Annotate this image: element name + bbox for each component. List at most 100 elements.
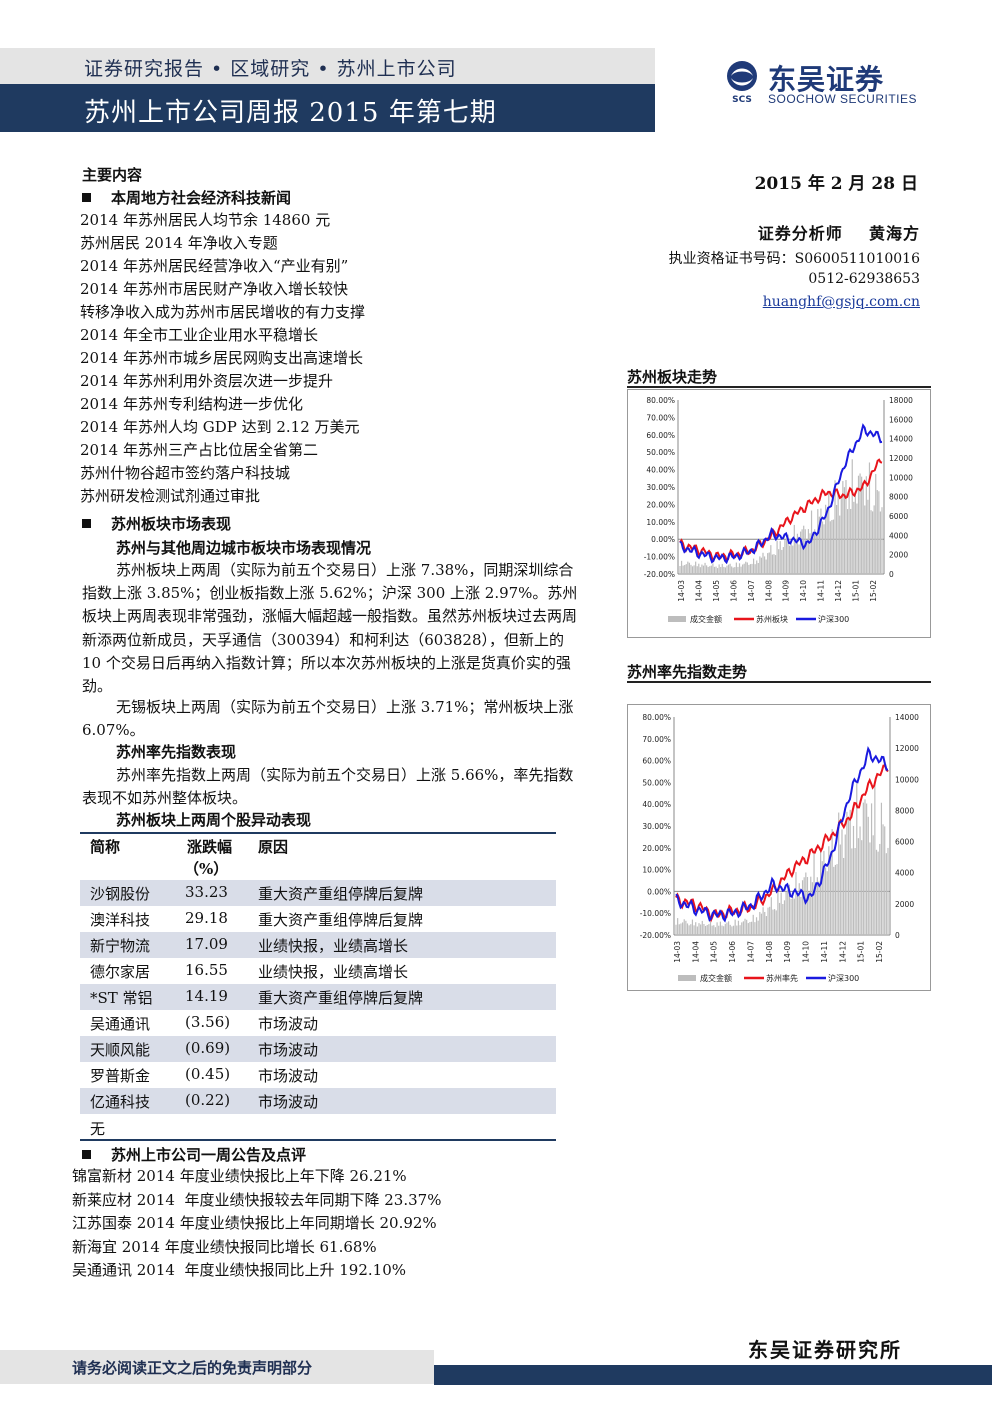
table-row: 沙钢股份 33.23 重大资产重组停牌后复牌: [80, 880, 556, 906]
announcement-list: 锦富新材 2014 年度业绩快报比上年下降 26.21% 新莱应材 2014 年度…: [72, 1165, 441, 1283]
y-left-tick-label: 60.00%: [642, 757, 671, 766]
news-item: 苏州研发检测试剂通过审批: [80, 487, 261, 505]
news-item: 2014 年苏州居民人均节余 14860 元: [80, 211, 331, 229]
footer-disclaimer[interactable]: 请务必阅读正文之后的免责声明部分: [72, 1359, 313, 1377]
stock-reason: 重大资产重组停牌后复牌: [258, 885, 424, 903]
x-tick-label: 14-04: [691, 941, 700, 963]
y-left-tick-label: 10.00%: [642, 866, 671, 875]
y-left-tick-label: 80.00%: [642, 713, 671, 722]
analyst-license: 执业资格证书号码：S0600511010016: [668, 251, 920, 267]
stock-change: 33.23: [185, 883, 228, 901]
y-right-tick-label: 2000: [895, 900, 914, 909]
y-right-tick-label: 6000: [895, 838, 914, 847]
section-announce-title: 苏州上市公司一周公告及点评: [111, 1146, 307, 1164]
logo-mark-icon: SCS: [727, 61, 757, 104]
section-market-title: 苏州板块市场表现: [111, 515, 232, 533]
footer-disclaimer-bar: 请务必阅读正文之后的免责声明部分: [0, 1350, 434, 1384]
legend-label: 成交金额: [690, 614, 722, 624]
x-tick-label: 14-03: [677, 580, 686, 602]
y-left-tick-label: 0.00%: [647, 887, 671, 896]
x-tick-label: 14-07: [746, 941, 755, 963]
x-tick-label: 14-12: [838, 941, 847, 963]
y-right-tick-label: 12000: [895, 744, 919, 753]
paragraph-wuxi: 无锡板块上两周（实际为前五个交易日）上涨 3.71%；常州板块上涨 6.07%。: [82, 698, 574, 740]
report-date: 2015 年 2 月 28 日: [754, 174, 918, 194]
table-row: 天顺风能 (0.69) 市场波动: [80, 1036, 556, 1062]
news-list: 2014 年苏州居民人均节余 14860 元苏州居民 2014 年净收入专题 20…: [80, 209, 365, 508]
analyst-email[interactable]: huanghf@gsjq.com.cn: [762, 294, 920, 310]
analyst-email-link[interactable]: huanghf@gsjq.com.cn: [763, 294, 920, 310]
y-left-tick-label: -20.00%: [644, 570, 675, 579]
y-left-tick-label: 50.00%: [642, 778, 671, 787]
stock-change: (3.56): [185, 1013, 231, 1031]
y-right-tick-label: 10000: [889, 473, 913, 482]
y-right-tick-label: 2000: [889, 551, 908, 560]
news-item: 2014 年全市工业企业用水平稳增长: [80, 326, 318, 344]
footer-band: [434, 1365, 992, 1385]
x-tick-label: 14-03: [673, 941, 682, 963]
news-item: 苏州居民 2014 年净收入专题: [80, 234, 278, 252]
stock-reason: 市场波动: [258, 1093, 319, 1111]
y-left-tick-label: -10.00%: [640, 909, 671, 918]
y-left-tick-label: -10.00%: [644, 553, 675, 562]
paragraph-index: 苏州率先指数上两周（实际为前五个交易日）上涨 5.66%，率先指数表现不如苏州整…: [82, 766, 574, 808]
header-title-bar: 苏州上市公司周报 2015 年第七期: [0, 84, 655, 132]
subheading-stocks: 苏州板块上两周个股异动表现: [116, 811, 312, 829]
news-item: 2014 年苏州利用外资层次进一步提升: [80, 372, 333, 390]
table-row: *ST 常铝 14.19 重大资产重组停牌后复牌: [80, 984, 556, 1010]
stock-name: 天顺风能: [90, 1041, 151, 1059]
table-row: 新宁物流 17.09 业绩快报，业绩高增长: [80, 932, 556, 958]
chart2-box: 80.00% 70.00% 60.00% 50.00% 40.00% 30.00% 20.0…: [627, 704, 931, 991]
y-left-tick-label: -20.00%: [640, 931, 671, 940]
x-tick-label: 14-05: [710, 941, 719, 963]
x-tick-label: 15-02: [869, 580, 878, 602]
y-right-tick-label: 4000: [889, 531, 908, 540]
col-header-reason: 原因: [258, 838, 289, 856]
news-item: 2014 年苏州市居民财产净收入增长较快: [80, 280, 348, 298]
y-left-tick-label: 50.00%: [646, 448, 675, 457]
y-right-tick-label: 18000: [889, 396, 913, 405]
y-left-tick-label: 30.00%: [642, 822, 671, 831]
x-tick-label: 14-05: [712, 580, 721, 602]
stock-name: 亿通科技: [90, 1093, 151, 1111]
y-right-tick-label: 16000: [889, 415, 913, 424]
y-right-tick-label: 14000: [895, 713, 919, 722]
announcement-item: 江苏国泰 2014 年度业绩快报比上年同期增长 20.92%: [72, 1214, 437, 1232]
subheading-regions: 苏州与其他周边城市板块市场表现情况: [116, 539, 372, 557]
footer-org: 东吴证券研究所: [748, 1338, 902, 1362]
header-breadcrumb-bar: 证券研究报告 • 区域研究 • 苏州上市公司: [0, 48, 655, 84]
news-item: 2014 年苏州专利结构进一步优化: [80, 395, 303, 413]
x-tick-label: 14-06: [728, 941, 737, 963]
news-item: 2014 年苏州人均 GDP 达到 2.12 万美元: [80, 418, 360, 436]
analyst-phone: 0512-62938653: [808, 271, 920, 287]
y-right-tick-label: 6000: [889, 512, 908, 521]
y-left-tick-label: 40.00%: [646, 466, 675, 475]
y-right-tick-label: 8000: [895, 806, 914, 815]
x-tick-label: 14-04: [694, 580, 703, 602]
legend-label: 成交金额: [700, 973, 732, 983]
chart2-svg: 80.00% 70.00% 60.00% 50.00% 40.00% 30.00% 20.0…: [640, 713, 919, 983]
stock-name: 沙钢股份: [90, 885, 151, 903]
stock-reason: 市场波动: [258, 1015, 319, 1033]
stock-reason: 业绩快报，业绩高增长: [258, 937, 409, 955]
section-news-heading: 本周地方社会经济科技新闻: [82, 187, 291, 208]
stock-change: 14.19: [185, 987, 228, 1005]
col-header-unit: （%）: [184, 860, 229, 878]
x-tick-label: 14-08: [765, 941, 774, 963]
series-line-1: [675, 746, 889, 923]
stock-name: 新宁物流: [90, 937, 151, 955]
logo-mark-text: SCS: [732, 95, 752, 104]
y-right-tick-label: 0: [895, 931, 900, 940]
y-right-tick-label: 4000: [895, 869, 914, 878]
square-bullet-icon: [82, 192, 91, 202]
stock-change: 29.18: [185, 909, 228, 927]
chart1-svg: 80.00% 70.00% 60.00% 50.00% 40.00% 30.00% 20.0…: [644, 396, 913, 624]
x-tick-label: 15-01: [857, 941, 866, 963]
table-row: 亿通科技 (0.22) 市场波动: [80, 1088, 556, 1114]
table-row: 澳洋科技 29.18 重大资产重组停牌后复牌: [80, 906, 556, 932]
stock-name: 德尔家居: [90, 963, 151, 981]
y-right-tick-label: 10000: [895, 775, 919, 784]
legend-swatch-volume: [668, 616, 686, 622]
table-note: 无: [90, 1120, 106, 1138]
y-left-tick-label: 60.00%: [646, 431, 675, 440]
